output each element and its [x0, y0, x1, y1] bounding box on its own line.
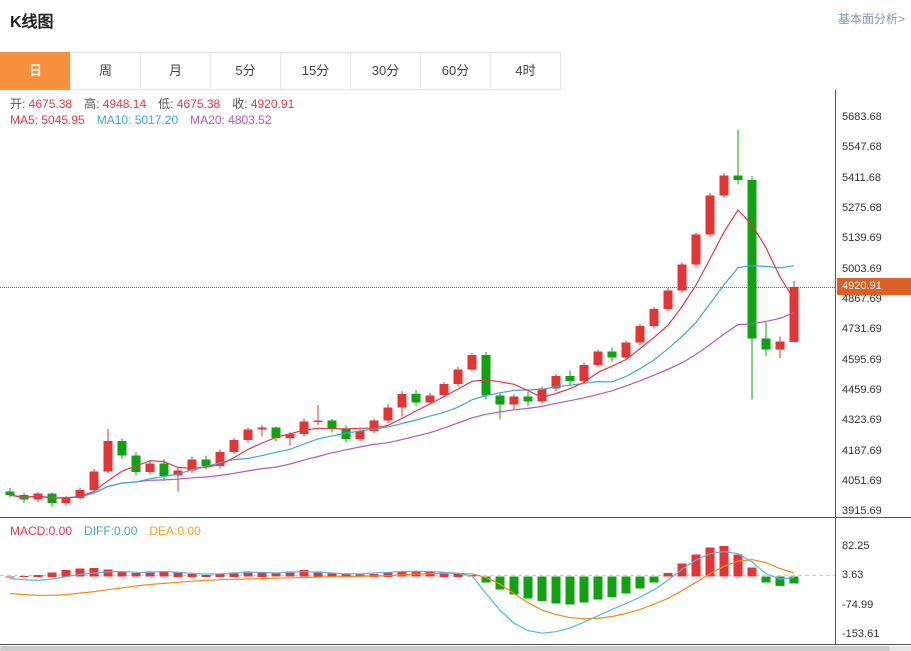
ohlc-legend-item: 开: 4675.38: [10, 97, 73, 111]
price-axis-label: 4867.69: [842, 293, 882, 305]
ma-legend: MA5: 5045.95 MA10: 5017.20 MA20: 4803.52: [10, 113, 284, 127]
fundamental-analysis-link[interactable]: 基本面分析>: [837, 12, 905, 26]
page-title: K线图: [10, 14, 54, 31]
macd-legend-item: DIFF:0.00: [84, 524, 138, 538]
tab-week[interactable]: 周: [70, 52, 141, 90]
macd-axis-label: -74.99: [842, 599, 874, 611]
price-axis-label: 5003.69: [842, 263, 882, 275]
ohlc-legend-item: 高: 4948.14: [84, 97, 147, 111]
ohlc-legend: 开: 4675.38 高: 4948.14 低: 4675.38 收: 4920.91: [10, 95, 306, 112]
tab-day[interactable]: 日: [0, 52, 71, 90]
tab-15min[interactable]: 15分: [280, 52, 351, 90]
price-axis-label: 4187.69: [842, 445, 882, 457]
price-axis-label: 5139.69: [842, 232, 882, 244]
candlestick-svg[interactable]: [0, 90, 835, 517]
tab-30min[interactable]: 30分: [350, 52, 421, 90]
price-axis-label: 5275.68: [842, 202, 882, 214]
price-axis-label: 5411.68: [842, 172, 881, 184]
macd-svg[interactable]: [0, 518, 835, 644]
tab-month[interactable]: 月: [140, 52, 211, 90]
macd-pane[interactable]: MACD:0.00 DIFF:0.00 DEA:0.00: [0, 518, 835, 644]
tab-4hour[interactable]: 4时: [490, 52, 561, 90]
current-price-tag: 4920.91: [837, 278, 911, 295]
ma-legend-item: MA20: 4803.52: [190, 113, 272, 127]
macd-legend-item: MACD:0.00: [10, 524, 73, 538]
price-axis-label: 5547.68: [842, 141, 882, 153]
macd-value-axis: 82.25 3.63 -74.99 -153.61: [835, 518, 911, 644]
macd-legend: MACD:0.00 DIFF:0.00 DEA:0.00: [10, 524, 213, 538]
macd-legend-item: DEA:0.00: [149, 524, 201, 538]
chart-bottom-border: [0, 644, 911, 645]
tab-60min[interactable]: 60分: [420, 52, 491, 90]
price-axis-label: 4459.69: [842, 384, 882, 396]
macd-axis-label: 3.63: [842, 569, 864, 581]
price-axis-label: 5683.68: [842, 111, 882, 123]
macd-axis-label: 82.25: [842, 540, 870, 552]
price-axis: 5683.68 5547.68 5411.68 5275.68 5139.69 5003.…: [835, 90, 911, 517]
ohlc-legend-item: 低: 4675.38: [158, 97, 221, 111]
ohlc-legend-item: 收: 4920.91: [232, 97, 295, 111]
price-axis-label: 3915.69: [842, 505, 882, 517]
macd-axis-label: -153.61: [842, 628, 880, 640]
tab-5min[interactable]: 5分: [210, 52, 281, 90]
chart-scrollbar[interactable]: [0, 646, 911, 651]
interval-tabs: 日周月 5分 15分 30分 60分 4时: [0, 52, 561, 90]
current-price-line: [0, 287, 835, 288]
price-axis-label: 4051.69: [842, 475, 882, 487]
ma-legend-item: MA10: 5017.20: [96, 113, 179, 127]
price-axis-label: 4323.69: [842, 414, 882, 426]
ma-legend-item: MA5: 5045.95: [10, 113, 85, 127]
scrollbar-thumb[interactable]: [0, 646, 890, 651]
price-axis-label: 4731.69: [842, 323, 882, 335]
chart-area: 开: 4675.38 高: 4948.14 低: 4675.38 收: 4920.91…: [0, 90, 911, 651]
pane-divider: [0, 517, 911, 518]
candlestick-pane[interactable]: 开: 4675.38 高: 4948.14 低: 4675.38 收: 4920.91…: [0, 90, 835, 517]
price-axis-label: 4595.69: [842, 354, 882, 366]
